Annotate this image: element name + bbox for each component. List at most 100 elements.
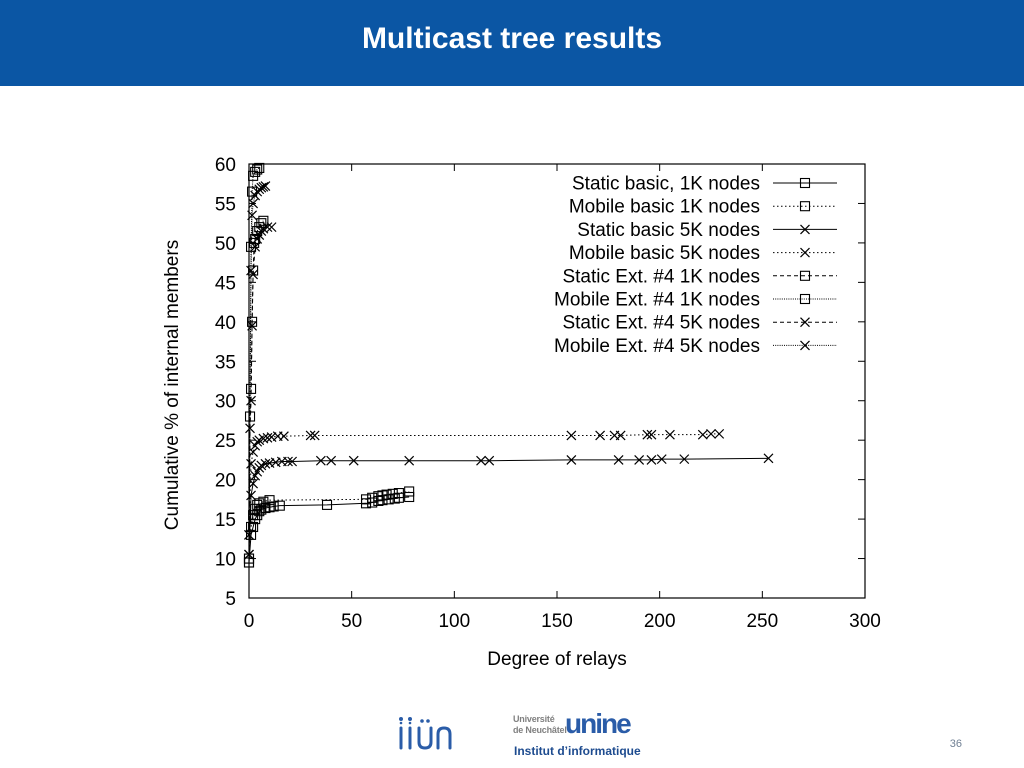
y-tick-label: 55 bbox=[215, 194, 236, 215]
series-2 bbox=[243, 486, 415, 564]
legend-label: Static Ext. #4 1K nodes bbox=[562, 266, 760, 287]
data-point bbox=[256, 218, 267, 229]
data-point bbox=[381, 489, 392, 500]
data-point bbox=[262, 432, 273, 443]
data-point bbox=[260, 181, 271, 192]
y-tick-label: 60 bbox=[215, 155, 236, 176]
data-point bbox=[387, 488, 398, 499]
data-point bbox=[348, 455, 359, 466]
legend-label: Mobile Ext. #4 1K nodes bbox=[554, 290, 760, 311]
slide-header: Multicast tree results bbox=[0, 0, 1024, 86]
data-point bbox=[262, 222, 273, 233]
data-point bbox=[697, 429, 708, 440]
legend-label: Mobile basic 5K nodes bbox=[569, 243, 760, 264]
x-tick-label: 100 bbox=[438, 611, 470, 632]
series-group bbox=[243, 162, 774, 568]
unine-small-1: Université bbox=[513, 714, 555, 724]
series-line bbox=[248, 496, 410, 563]
data-point bbox=[484, 455, 495, 466]
x-tick-label: 200 bbox=[644, 611, 676, 632]
data-point bbox=[642, 429, 653, 440]
legend-label: Static basic 5K nodes bbox=[577, 220, 760, 241]
data-point bbox=[315, 455, 326, 466]
y-tick-label: 5 bbox=[225, 589, 236, 610]
data-point bbox=[646, 429, 657, 440]
y-tick-label: 50 bbox=[215, 234, 236, 255]
data-point bbox=[246, 265, 256, 276]
data-point bbox=[615, 430, 626, 441]
data-point bbox=[266, 222, 277, 233]
y-tick-label: 40 bbox=[215, 313, 236, 334]
data-point bbox=[305, 430, 316, 441]
data-point bbox=[613, 454, 624, 465]
y-tick-label: 30 bbox=[215, 392, 236, 413]
data-point bbox=[250, 241, 261, 252]
data-point bbox=[763, 453, 774, 464]
data-point bbox=[247, 320, 258, 331]
data-point bbox=[246, 395, 256, 406]
series-line bbox=[248, 433, 720, 535]
data-point bbox=[367, 492, 378, 503]
series-7 bbox=[244, 222, 277, 560]
data-point bbox=[404, 455, 415, 466]
x-tick-label: 150 bbox=[541, 611, 573, 632]
series-line bbox=[248, 167, 260, 559]
data-point bbox=[258, 433, 269, 444]
data-point bbox=[246, 521, 257, 533]
data-point bbox=[321, 499, 333, 510]
iiun-logo bbox=[396, 712, 452, 758]
legend-marker bbox=[799, 177, 811, 189]
series-line bbox=[248, 185, 266, 535]
series-line bbox=[248, 457, 769, 555]
x-tick-label: 0 bbox=[244, 611, 255, 632]
axis-ticks: 0 50 100 150 200 250 300 5 10 15 20 25 30 35 40 45 50 55 6… bbox=[215, 155, 881, 632]
slide-title: Multicast tree results bbox=[361, 22, 663, 55]
series-line bbox=[248, 490, 410, 559]
x-tick-label: 300 bbox=[849, 611, 881, 632]
data-point bbox=[360, 494, 372, 505]
y-tick-label: 15 bbox=[215, 510, 236, 531]
data-point bbox=[248, 510, 259, 521]
data-point bbox=[283, 456, 293, 467]
legend-marker bbox=[799, 293, 811, 305]
legend-label: Mobile basic 1K nodes bbox=[569, 197, 760, 218]
data-point bbox=[326, 455, 337, 466]
data-point bbox=[252, 164, 263, 175]
iiun-logo-mark bbox=[399, 717, 452, 750]
y-tick-label: 45 bbox=[215, 273, 236, 294]
series-line bbox=[248, 226, 272, 555]
unine-logo: Université de Neuchâtel unine Institut d… bbox=[513, 708, 653, 760]
legend-marker bbox=[800, 224, 810, 235]
data-point bbox=[404, 491, 415, 503]
data-point bbox=[714, 428, 725, 439]
data-point bbox=[278, 431, 289, 442]
y-tick-label: 10 bbox=[215, 550, 236, 571]
y-tick-label: 35 bbox=[215, 352, 236, 373]
data-point bbox=[595, 430, 606, 441]
legend-marker bbox=[799, 201, 811, 212]
y-axis-label: Cumulative % of internal members bbox=[162, 240, 183, 530]
data-point bbox=[404, 486, 415, 497]
legend-marker bbox=[800, 247, 810, 258]
data-point bbox=[646, 454, 657, 465]
data-point bbox=[706, 428, 716, 439]
data-point bbox=[679, 454, 690, 465]
data-point bbox=[665, 429, 675, 440]
y-tick-label: 25 bbox=[215, 431, 236, 452]
unine-small-2: de Neuchâtel bbox=[513, 725, 567, 735]
data-point bbox=[566, 430, 577, 441]
data-point bbox=[258, 496, 269, 507]
series-1 bbox=[243, 491, 415, 568]
x-tick-label: 50 bbox=[341, 611, 362, 632]
legend-label: Mobile Ext. #4 5K nodes bbox=[554, 336, 760, 357]
data-point bbox=[258, 215, 269, 226]
data-point bbox=[274, 500, 285, 511]
data-point bbox=[287, 456, 298, 467]
legend-marker bbox=[800, 317, 810, 328]
data-point bbox=[566, 454, 577, 465]
x-tick-label: 250 bbox=[746, 611, 778, 632]
unine-wordmark: unine bbox=[565, 708, 632, 739]
data-point bbox=[247, 210, 258, 221]
